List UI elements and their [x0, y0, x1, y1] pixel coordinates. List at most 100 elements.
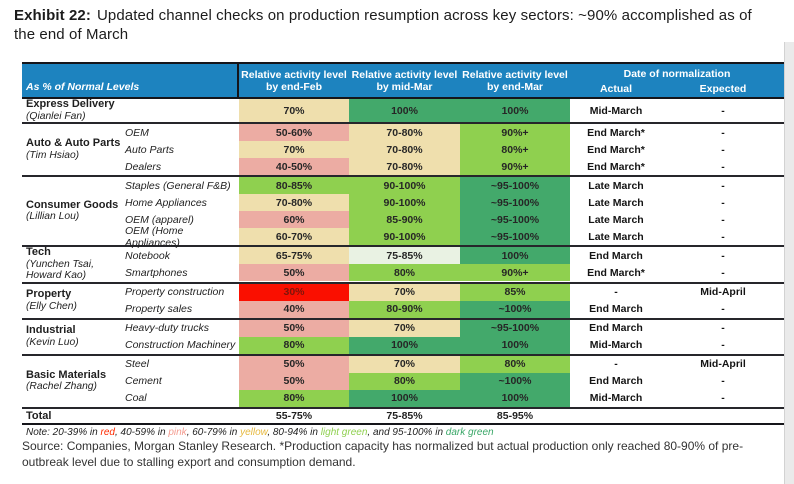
color-legend-note: Note: 20-39% in red, 40-59% in pink, 60-…	[22, 425, 784, 438]
corner-header: As % of Normal Levels	[22, 64, 239, 97]
cell-mid-mar: 70-80%	[349, 124, 460, 141]
sector-name: Basic Materials	[26, 368, 107, 381]
cell-expected-date: -	[721, 303, 725, 315]
cell-actual-date: Late March	[588, 196, 644, 209]
cell-end-mar: 100%	[460, 247, 570, 264]
cell-mid-mar: 70%	[349, 283, 460, 301]
legend-text: Note: 20-39% in	[26, 426, 101, 438]
cell-actual-date: Late March	[588, 179, 644, 192]
subsector-label: Construction Machinery	[125, 339, 236, 351]
subsector-label: OEM	[125, 126, 149, 139]
total-mid-mar: 75-85%	[386, 409, 423, 422]
page-edge	[784, 42, 794, 484]
sector-name: Tech	[26, 246, 51, 258]
cell-end-feb: 50%	[239, 372, 349, 390]
subsector-label: Staples (General F&B)	[125, 179, 231, 192]
column-header-mid-mar: Relative activity level by mid-Mar	[349, 64, 460, 97]
analyst-name: (Elly Chen)	[26, 300, 77, 312]
sector-group: Industrial (Kevin Luo) Heavy-duty trucks 50…	[22, 319, 784, 356]
exhibit-title: Exhibit 22: Updated channel checks on pro…	[14, 6, 774, 44]
column-header-date-of-normalization: Date of normalization Actual Expected	[570, 64, 784, 97]
sector-name: Express Delivery	[26, 98, 115, 110]
sector-label-cell: Auto & Auto Parts (Tim Hsiao)	[22, 124, 120, 175]
column-header-line1: Relative activity level	[462, 68, 568, 81]
table-row: Smartphones 50% 80% 90%+ End March* -	[120, 264, 784, 281]
cell-actual-date: Mid-March	[589, 392, 643, 404]
analyst-name: Howard Kao)	[26, 270, 87, 281]
cell-end-mar: 100%	[460, 389, 570, 407]
analyst-name: (Kevin Luo)	[26, 336, 79, 348]
total-end-mar: 85-95%	[496, 409, 534, 422]
production-table: As % of Normal Levels Relative activity …	[22, 62, 784, 438]
cell-end-feb: 40%	[239, 300, 349, 318]
sector-rows: Staples (General F&B) 80-85% 90-100% ~95-10…	[120, 177, 784, 249]
table-row: OEM (apparel) 60% 85-90% ~95-100% Late March…	[120, 211, 784, 228]
cell-end-mar: 80%+	[460, 141, 570, 158]
analyst-name: (Yunchen Tsai,	[26, 258, 94, 270]
cell-expected-date: -	[721, 230, 725, 243]
cell-mid-mar: 70%	[349, 355, 460, 373]
cell-expected-date: -	[721, 160, 725, 173]
legend-text: , and 95-100% in	[367, 426, 446, 438]
cell-end-mar: ~100%	[460, 372, 570, 390]
sector-group: Basic Materials (Rachel Zhang) Steel 50% 70%…	[22, 355, 784, 409]
cell-actual-date: End March*	[587, 266, 645, 279]
cell-expected-date: Mid-April	[700, 358, 746, 370]
sector-label-cell: Industrial (Kevin Luo)	[22, 320, 120, 354]
subsector-label: OEM (apparel)	[125, 213, 194, 226]
sector-name: Industrial	[26, 324, 76, 336]
date-group-header: Date of normalization	[623, 67, 731, 80]
cell-end-mar: 100%	[460, 336, 570, 354]
cell-actual-date: End March	[589, 322, 643, 334]
subsector-label: Coal	[125, 392, 147, 404]
table-row: Heavy-duty trucks 50% 70% ~95-100% End March…	[120, 319, 784, 337]
cell-mid-mar: 80%	[349, 372, 460, 390]
cell-mid-mar: 75-85%	[349, 247, 460, 264]
cell-end-feb: 80%	[239, 389, 349, 407]
cell-actual-date: Late March	[588, 230, 644, 243]
column-header-line2: by end-Mar	[486, 80, 543, 93]
cell-expected-date: -	[721, 179, 725, 192]
sector-label-cell: Property (Elly Chen)	[22, 284, 120, 318]
cell-end-feb: 65-75%	[239, 247, 349, 264]
cell-expected-date: -	[721, 196, 725, 209]
table-body: Express Delivery (Qianlei Fan) 70% 100% 100%…	[22, 98, 784, 409]
cell-mid-mar: 70-80%	[349, 158, 460, 175]
sector-name: Property	[26, 288, 72, 300]
cell-actual-date: End March	[589, 375, 643, 387]
column-header-line1: Relative activity level	[351, 68, 458, 81]
analyst-name: (Rachel Zhang)	[26, 381, 97, 392]
sector-rows: Property construction 30% 70% 85% - Mid-April…	[120, 283, 784, 318]
table-row: Staples (General F&B) 80-85% 90-100% ~95-10…	[120, 177, 784, 194]
cell-actual-date: End March*	[587, 126, 645, 139]
table-row: Coal 80% 100% 100% Mid-March -	[120, 389, 784, 407]
cell-expected-date: -	[721, 375, 725, 387]
subsector-label: Cement	[125, 375, 162, 387]
cell-actual-date: Mid-March	[589, 339, 643, 351]
cell-end-mar: ~95-100%	[460, 211, 570, 228]
table-row: Dealers 40-50% 70-80% 90%+ End March* -	[120, 158, 784, 175]
table-row: OEM (Home Appliances) 60-70% 90-100% ~95-10…	[120, 225, 784, 249]
cell-mid-mar: 80%	[349, 264, 460, 281]
cell-mid-mar: 85-90%	[349, 211, 460, 228]
analyst-name: (Lillian Lou)	[26, 211, 80, 222]
sector-name: Auto & Auto Parts	[26, 137, 121, 149]
sector-rows: OEM 50-60% 70-80% 90%+ End March* - Auto Parts…	[120, 124, 784, 175]
cell-mid-mar: 90-100%	[349, 194, 460, 211]
cell-mid-mar: 90-100%	[349, 228, 460, 245]
table-header-row: As % of Normal Levels Relative activity …	[22, 62, 784, 99]
cell-mid-mar: 70-80%	[349, 141, 460, 158]
cell-expected-date: -	[721, 339, 725, 351]
subsector-label: Heavy-duty trucks	[125, 322, 210, 334]
cell-end-feb: 30%	[239, 283, 349, 301]
table-row: Construction Machinery 80% 100% 100% Mid-Mar…	[120, 336, 784, 354]
cell-expected-date: -	[721, 213, 725, 226]
subsector-label: Notebook	[125, 249, 170, 262]
table-row: Auto Parts 70% 70-80% 80%+ End March* -	[120, 141, 784, 158]
cell-actual-date: -	[614, 358, 618, 370]
subsector-label: Steel	[125, 358, 149, 370]
cell-end-feb: 40-50%	[239, 158, 349, 175]
cell-actual-date: Mid-March	[589, 104, 643, 117]
sector-group: Consumer Goods (Lillian Lou) Staples (Gene…	[22, 177, 784, 249]
